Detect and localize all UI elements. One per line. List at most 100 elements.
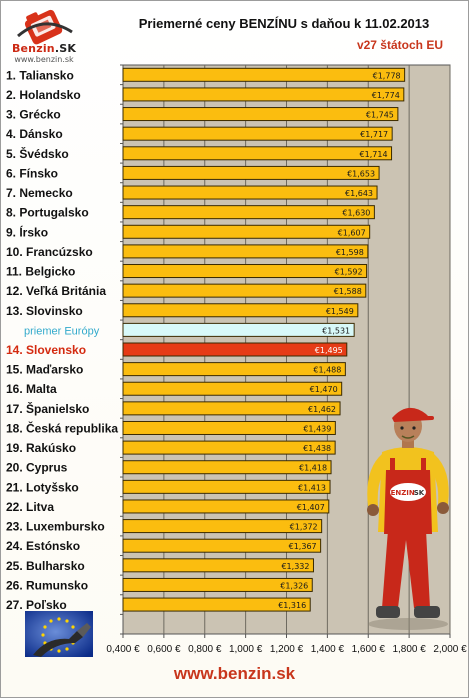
bar bbox=[122, 303, 359, 318]
bar bbox=[122, 460, 332, 475]
bar-value-label: €1,598 bbox=[336, 248, 364, 257]
bar-value-label: €1,653 bbox=[347, 169, 375, 178]
bar bbox=[122, 381, 343, 396]
bar-value-label: €1,495 bbox=[315, 346, 343, 355]
footer-url: www.benzin.sk bbox=[173, 664, 296, 683]
category-label: 21. Lotyšsko bbox=[6, 480, 79, 494]
category-label: 12. Veľká Británia bbox=[6, 284, 106, 298]
bar-value-label: €1,326 bbox=[280, 581, 308, 590]
bar-value-label: €1,717 bbox=[360, 130, 388, 139]
bar bbox=[122, 401, 341, 416]
category-label: priemer Európy bbox=[24, 325, 100, 337]
bar bbox=[122, 597, 311, 612]
category-label: 26. Rumunsko bbox=[6, 578, 88, 592]
bar-value-label: €1,407 bbox=[297, 503, 325, 512]
x-tick-label: 1,800 € bbox=[392, 644, 426, 655]
logo-suffix: .SK bbox=[54, 42, 77, 55]
x-tick-label: 0,600 € bbox=[147, 644, 181, 655]
bar-value-label: €1,745 bbox=[366, 111, 394, 120]
bar bbox=[122, 107, 399, 122]
bar bbox=[122, 440, 336, 455]
gas-station-worker-icon: BENZIN SK bbox=[367, 407, 449, 630]
category-label: 22. Litva bbox=[6, 500, 54, 514]
x-tick-label: 1,600 € bbox=[352, 644, 386, 655]
bar bbox=[122, 283, 367, 298]
category-label: 20. Cyprus bbox=[6, 461, 68, 475]
bar bbox=[122, 87, 405, 102]
bar-value-label: €1,367 bbox=[289, 542, 317, 551]
category-label: 7. Nemecko bbox=[6, 186, 73, 200]
category-label: 6. Fínsko bbox=[6, 166, 58, 180]
bar bbox=[122, 519, 323, 534]
x-tick-label: 2,000 € bbox=[433, 644, 467, 655]
bar-value-label: €1,531 bbox=[322, 326, 350, 335]
category-label: 17. Španielsko bbox=[6, 401, 89, 416]
bar-value-label: €1,372 bbox=[290, 523, 318, 532]
bar bbox=[122, 558, 314, 573]
x-tick-label: 1,400 € bbox=[311, 644, 345, 655]
category-label: 3. Grécko bbox=[6, 108, 61, 122]
logo-word: Benzin bbox=[11, 42, 55, 55]
category-label: 18. Česká republika bbox=[6, 420, 118, 435]
bar bbox=[122, 126, 393, 141]
x-tick-label: 1,200 € bbox=[270, 644, 304, 655]
bar-value-label: €1,418 bbox=[299, 464, 327, 473]
bar-value-label: €1,630 bbox=[342, 209, 370, 218]
category-label: 8. Portugalsko bbox=[6, 206, 89, 220]
bar bbox=[122, 577, 313, 592]
category-label: 15. Maďarsko bbox=[6, 363, 83, 377]
bar bbox=[122, 146, 393, 161]
eu-flag-icon bbox=[25, 611, 93, 657]
category-label: 13. Slovinsko bbox=[6, 304, 83, 318]
bar-value-label: €1,643 bbox=[345, 189, 373, 198]
bar-value-label: €1,549 bbox=[326, 307, 354, 316]
bar-value-label: €1,774 bbox=[372, 91, 400, 100]
chart-subtitle: v27 štátoch EU bbox=[356, 38, 443, 52]
x-tick-label: 0,400 € bbox=[106, 644, 140, 655]
bar bbox=[122, 165, 380, 180]
category-label: 11. Belgicko bbox=[6, 265, 75, 279]
bar bbox=[122, 499, 330, 514]
x-tick-label: 0,800 € bbox=[188, 644, 222, 655]
bar bbox=[122, 67, 406, 82]
bar bbox=[122, 479, 331, 494]
bar-value-label: €1,332 bbox=[281, 562, 309, 571]
bar-value-label: €1,413 bbox=[298, 483, 326, 492]
bar-value-label: €1,778 bbox=[373, 71, 401, 80]
bar-value-label: €1,462 bbox=[308, 405, 336, 414]
bar-value-label: €1,470 bbox=[310, 385, 338, 394]
bar bbox=[122, 264, 368, 279]
mascot-badge-suffix: SK bbox=[414, 489, 425, 497]
bar-value-label: €1,439 bbox=[303, 424, 331, 433]
bar bbox=[122, 244, 369, 259]
x-tick-label: 1,000 € bbox=[229, 644, 263, 655]
bar bbox=[122, 322, 355, 337]
category-label: 25. Bulharsko bbox=[6, 559, 85, 573]
category-label: 4. Dánsko bbox=[6, 127, 63, 141]
logo-text: Benzin.SK bbox=[4, 42, 84, 55]
benzin-logo-icon bbox=[17, 9, 73, 45]
bar bbox=[122, 224, 371, 239]
bar-value-label: €1,607 bbox=[338, 228, 366, 237]
category-label: 23. Luxembursko bbox=[6, 520, 105, 534]
category-label: 1. Taliansko bbox=[6, 68, 74, 82]
bar-value-label: €1,488 bbox=[313, 366, 341, 375]
category-label: 19. Rakúsko bbox=[6, 441, 76, 455]
category-label: 24. Estónsko bbox=[6, 539, 80, 553]
bar-value-label: €1,588 bbox=[334, 287, 362, 296]
logo-url: www.benzin.sk bbox=[14, 55, 74, 64]
category-label: 2. Holandsko bbox=[6, 88, 81, 102]
bar bbox=[122, 205, 375, 220]
bar bbox=[122, 185, 378, 200]
category-label: 14. Slovensko bbox=[6, 343, 86, 357]
category-label: 9. Írsko bbox=[6, 224, 48, 239]
category-label: 27. Poľsko bbox=[6, 598, 67, 612]
category-label: 10. Francúzsko bbox=[6, 245, 93, 259]
chart-title: Priemerné ceny BENZÍNU s daňou k 11.02.2… bbox=[138, 16, 430, 31]
bar bbox=[122, 538, 322, 553]
bar bbox=[122, 420, 336, 435]
bar-value-label: €1,316 bbox=[278, 601, 306, 610]
bar bbox=[122, 342, 348, 357]
bar-value-label: €1,592 bbox=[335, 268, 363, 277]
